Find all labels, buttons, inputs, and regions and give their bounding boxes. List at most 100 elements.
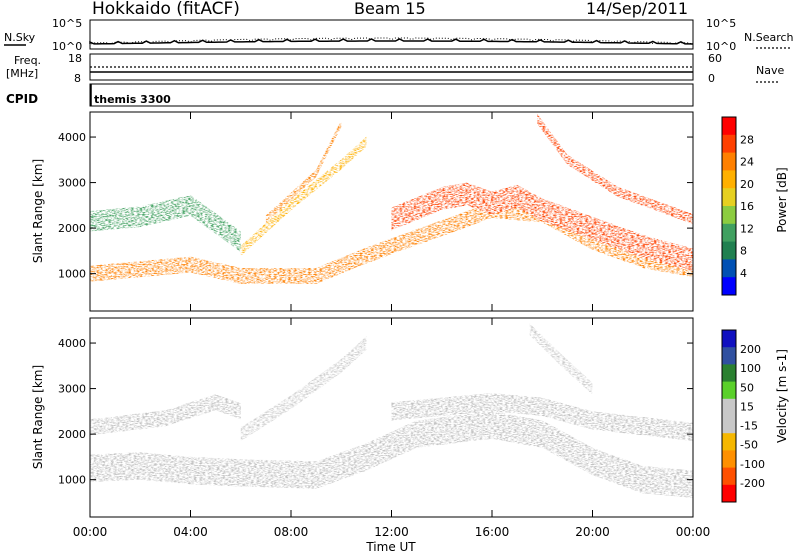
velocity-colorbar-tick-1: 100 [740,362,761,375]
velocity-colorbar: 200 100 50 15 -15 -50 -100 -200 [721,329,765,503]
power-ytick-label-0: 1000 [58,268,86,281]
velBands-band-0 [90,411,693,498]
velocity-colorbar-swatch-0 [722,330,736,348]
velocity-ylabel: Slant Range [km] [31,365,45,469]
velocity-scatter [90,323,693,498]
power-ytick-label-2: 3000 [58,177,86,190]
power-colorbar-swatch-3 [722,170,736,189]
power-colorbar-tick-0: 4 [740,267,747,280]
velocity-colorbar-tick-4: -15 [740,420,758,433]
power-colorbar-swatch-1 [722,134,736,154]
velocity-ytick-label-2: 3000 [58,383,86,396]
velocity-ytick-label-1: 2000 [58,428,86,441]
velocity-ytick-label-0: 1000 [58,474,86,487]
power-y-axis: 1000 2000 3000 4000 [58,131,693,281]
velocity-colorbar-swatch-2 [722,364,736,383]
velocity-colorbar-tick-7: -200 [740,477,765,490]
velBands-band-4 [529,323,593,395]
date-label: 14/Sep/2011 [586,0,688,18]
velBands-band-1 [90,394,241,436]
powerBands-band-2 [391,182,693,272]
powerBands-band-4 [265,119,342,223]
velocity-colorbar-tick-5: -50 [740,439,758,452]
radar-name: Hokkaido (fitACF) [92,0,240,19]
cpid-label: CPID [6,92,38,106]
nsky-left-tick-bottom: 10^0 [52,40,82,53]
velocity-colorbar-label: Velocity [m s-1] [775,349,789,443]
velocity-ytick-label-3: 4000 [58,337,86,350]
power-ylabel: Slant Range [km] [31,159,45,263]
powerBands-band-0 [90,201,693,284]
power-colorbar-swatch-0 [722,117,736,136]
xtick-label-6: 00:00 [676,525,711,539]
powerBands-band-5 [537,113,693,224]
nsky-label: N.Sky [4,31,36,44]
velocity-colorbar-swatch-9 [722,484,736,503]
nsky-line [89,38,694,45]
freq-label: Freq. [14,54,41,67]
power-colorbar-swatch-2 [722,152,736,171]
xtick-label-3: 12:00 [374,525,409,539]
power-colorbar-swatch-9 [722,277,736,296]
power-ytick-label-3: 4000 [58,131,86,144]
xtick-label-1: 04:00 [173,525,208,539]
nave-label: Nave [756,64,784,77]
velocity-colorbar-tick-0: 200 [740,343,761,356]
velocity-colorbar-swatch-4 [722,398,736,417]
xtick-label-4: 16:00 [475,525,510,539]
power-colorbar-tick-5: 24 [740,156,754,169]
velocity-panel: 1000 2000 3000 4000 Slant Range [km] 200 100… [31,112,789,554]
power-colorbar-tick-6: 28 [740,133,754,146]
freq-panel: Freq. [MHz] 18 8 60 0 Nave [6,52,784,85]
power-colorbar-label: Power [dB] [775,167,789,232]
xtick-label-5: 20:00 [575,525,610,539]
power-scatter [90,113,693,284]
nsky-panel: N.Sky 10^5 10^0 10^5 10^0 N.Search [4,17,794,53]
xtick-label-2: 08:00 [274,525,309,539]
power-colorbar-tick-1: 8 [740,245,747,258]
power-colorbar-tick-4: 20 [740,178,754,191]
beam-label: Beam 15 [354,0,426,18]
nsky-right-tick-bottom: 10^0 [706,40,736,53]
time-x-axis: 00:00 04:00 08:00 12:00 16:00 20:00 00:00 [73,112,711,539]
freq-left-tick-top: 18 [68,52,82,65]
power-colorbar-swatch-6 [722,223,736,243]
time-xlabel: Time UT [365,540,416,554]
nave-right-tick-bottom: 0 [708,72,715,85]
nsky-left-tick-top: 10^5 [52,17,82,30]
freq-left-tick-bottom: 8 [74,72,81,85]
nave-right-tick-top: 60 [708,52,722,65]
power-panel: 1000 2000 3000 4000 Slant Range [km] 4 8 12 16… [31,111,789,312]
velocity-colorbar-swatch-1 [722,347,736,365]
velocity-colorbar-swatch-8 [722,467,736,486]
velocity-colorbar-swatch-7 [722,450,736,469]
xtick-label-0: 00:00 [73,525,108,539]
power-colorbar-swatch-7 [722,241,736,260]
power-colorbar-swatch-5 [722,206,736,225]
velocity-colorbar-swatch-3 [722,381,736,400]
power-colorbar-tick-3: 16 [740,200,754,213]
velocity-y-axis: 1000 2000 3000 4000 [58,337,693,487]
powerBands-band-3 [240,136,367,256]
power-colorbar-swatch-4 [722,188,736,207]
power-ytick-label-1: 2000 [58,222,86,235]
velBands-band-3 [240,336,367,441]
velocity-colorbar-tick-3: 15 [740,400,754,413]
nsky-right-tick-top: 10^5 [706,17,736,30]
cpid-mode: themis 3300 [94,93,171,106]
nsearch-line [89,37,694,46]
power-colorbar-swatch-8 [722,259,736,278]
nsky-trace [89,37,694,46]
cpid-panel: CPID themis 3300 [6,83,694,107]
nsearch-label: N.Search [744,31,794,44]
velBands-band-2 [391,393,693,441]
powerBands-band-1 [90,195,241,252]
velocity-colorbar-swatch-5 [722,416,736,434]
velocity-colorbar-swatch-6 [722,433,736,451]
power-colorbar-tick-2: 12 [740,222,754,235]
freq-unit-label: [MHz] [6,67,38,80]
velocity-colorbar-tick-2: 50 [740,381,754,394]
power-colorbar: 4 8 12 16 20 24 28 [721,116,754,296]
velocity-colorbar-tick-6: -100 [740,458,765,471]
